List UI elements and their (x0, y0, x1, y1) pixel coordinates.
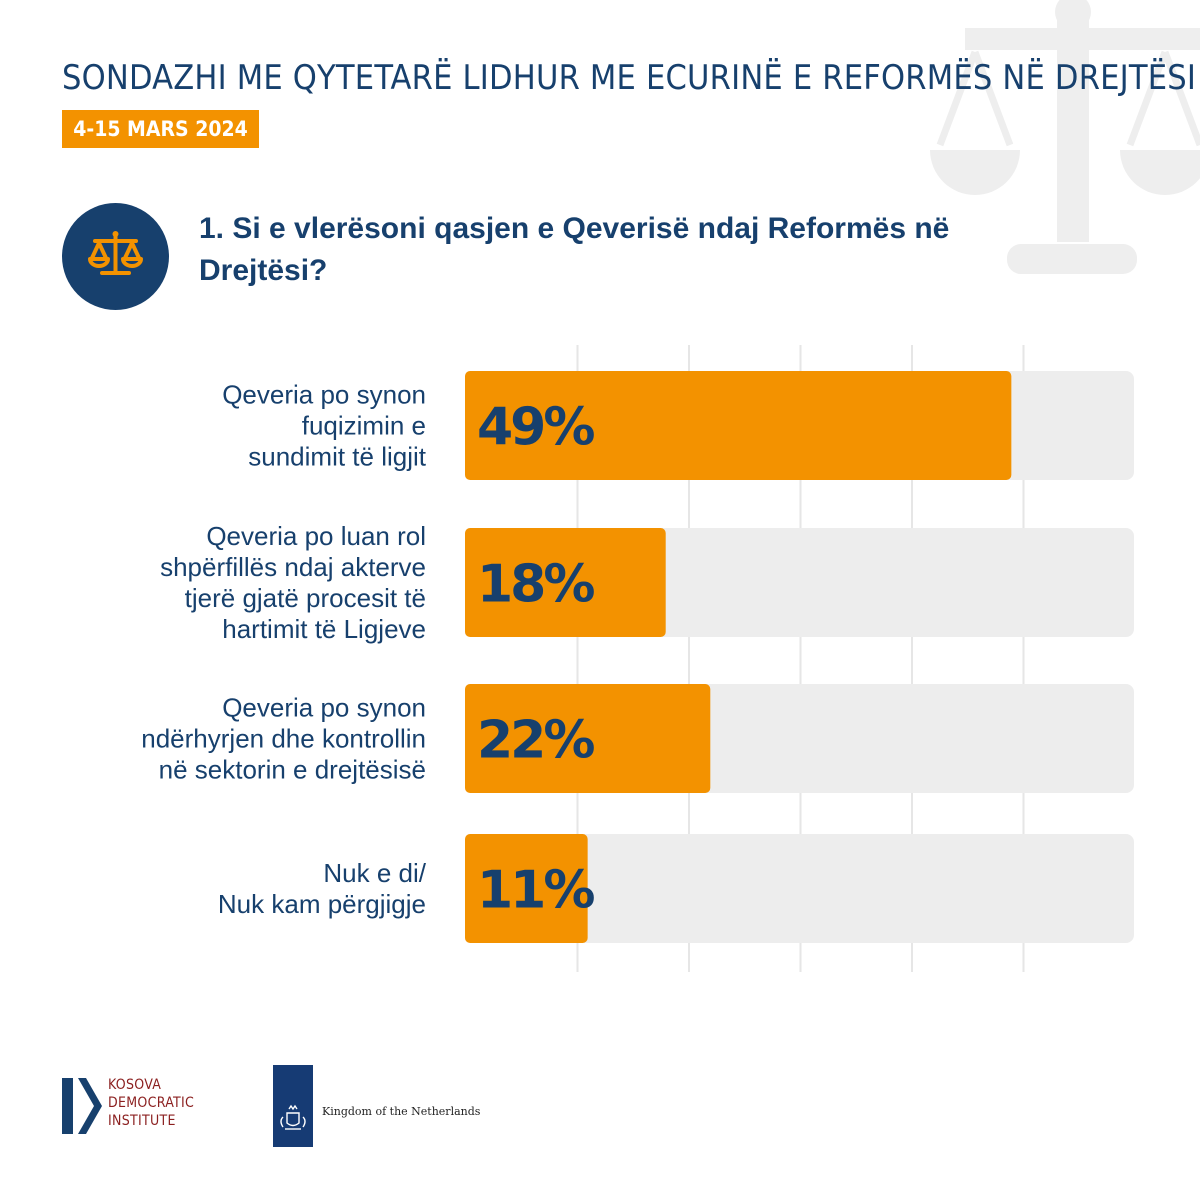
scale-watermark-icon (930, 0, 1200, 274)
kdi-logo-icon (62, 1078, 102, 1134)
netherlands-emblem-icon (273, 1065, 313, 1147)
bar-2 (465, 528, 666, 637)
category-label-4: Nuk e di/Nuk kam përgjigje (218, 858, 427, 919)
question-text: 1. Si e vlerësoni qasjen e Qeverisë ndaj… (199, 212, 950, 287)
bar-track-4 (465, 834, 1134, 943)
bar-4 (465, 834, 588, 943)
kdi-line-3: INSTITUTE (108, 1113, 176, 1129)
kdi-line-2: DEMOCRATIC (108, 1095, 195, 1111)
bar-value-label-2: 18% (477, 555, 594, 615)
date-badge: 4-15 MARS 2024 (62, 110, 259, 148)
bar-value-label-1: 49% (477, 398, 594, 458)
bar-1 (465, 371, 1012, 480)
bar-3 (465, 684, 711, 793)
bar-value-label-4: 11% (477, 861, 594, 921)
kdi-logo-text: KOSOVA DEMOCRATIC INSTITUTE (108, 1076, 194, 1130)
kdi-line-1: KOSOVA (108, 1077, 162, 1093)
category-label-3: Qeveria po synon ndërhyrjen dhe kontrolli… (141, 693, 426, 785)
category-label-1: Qeveria po synon fuqizimin e sundimit të l… (222, 380, 427, 472)
page-title: SONDAZHI ME QYTETARË LIDHUR ME ECURINË E… (62, 58, 1197, 98)
bar-value-label-3: 22% (477, 711, 594, 771)
category-label-2: Qeveria po luan rol shpërfillës ndaj akte… (160, 521, 426, 644)
netherlands-text: Kingdom of the Netherlands (322, 1105, 481, 1118)
scale-icon (62, 203, 169, 310)
